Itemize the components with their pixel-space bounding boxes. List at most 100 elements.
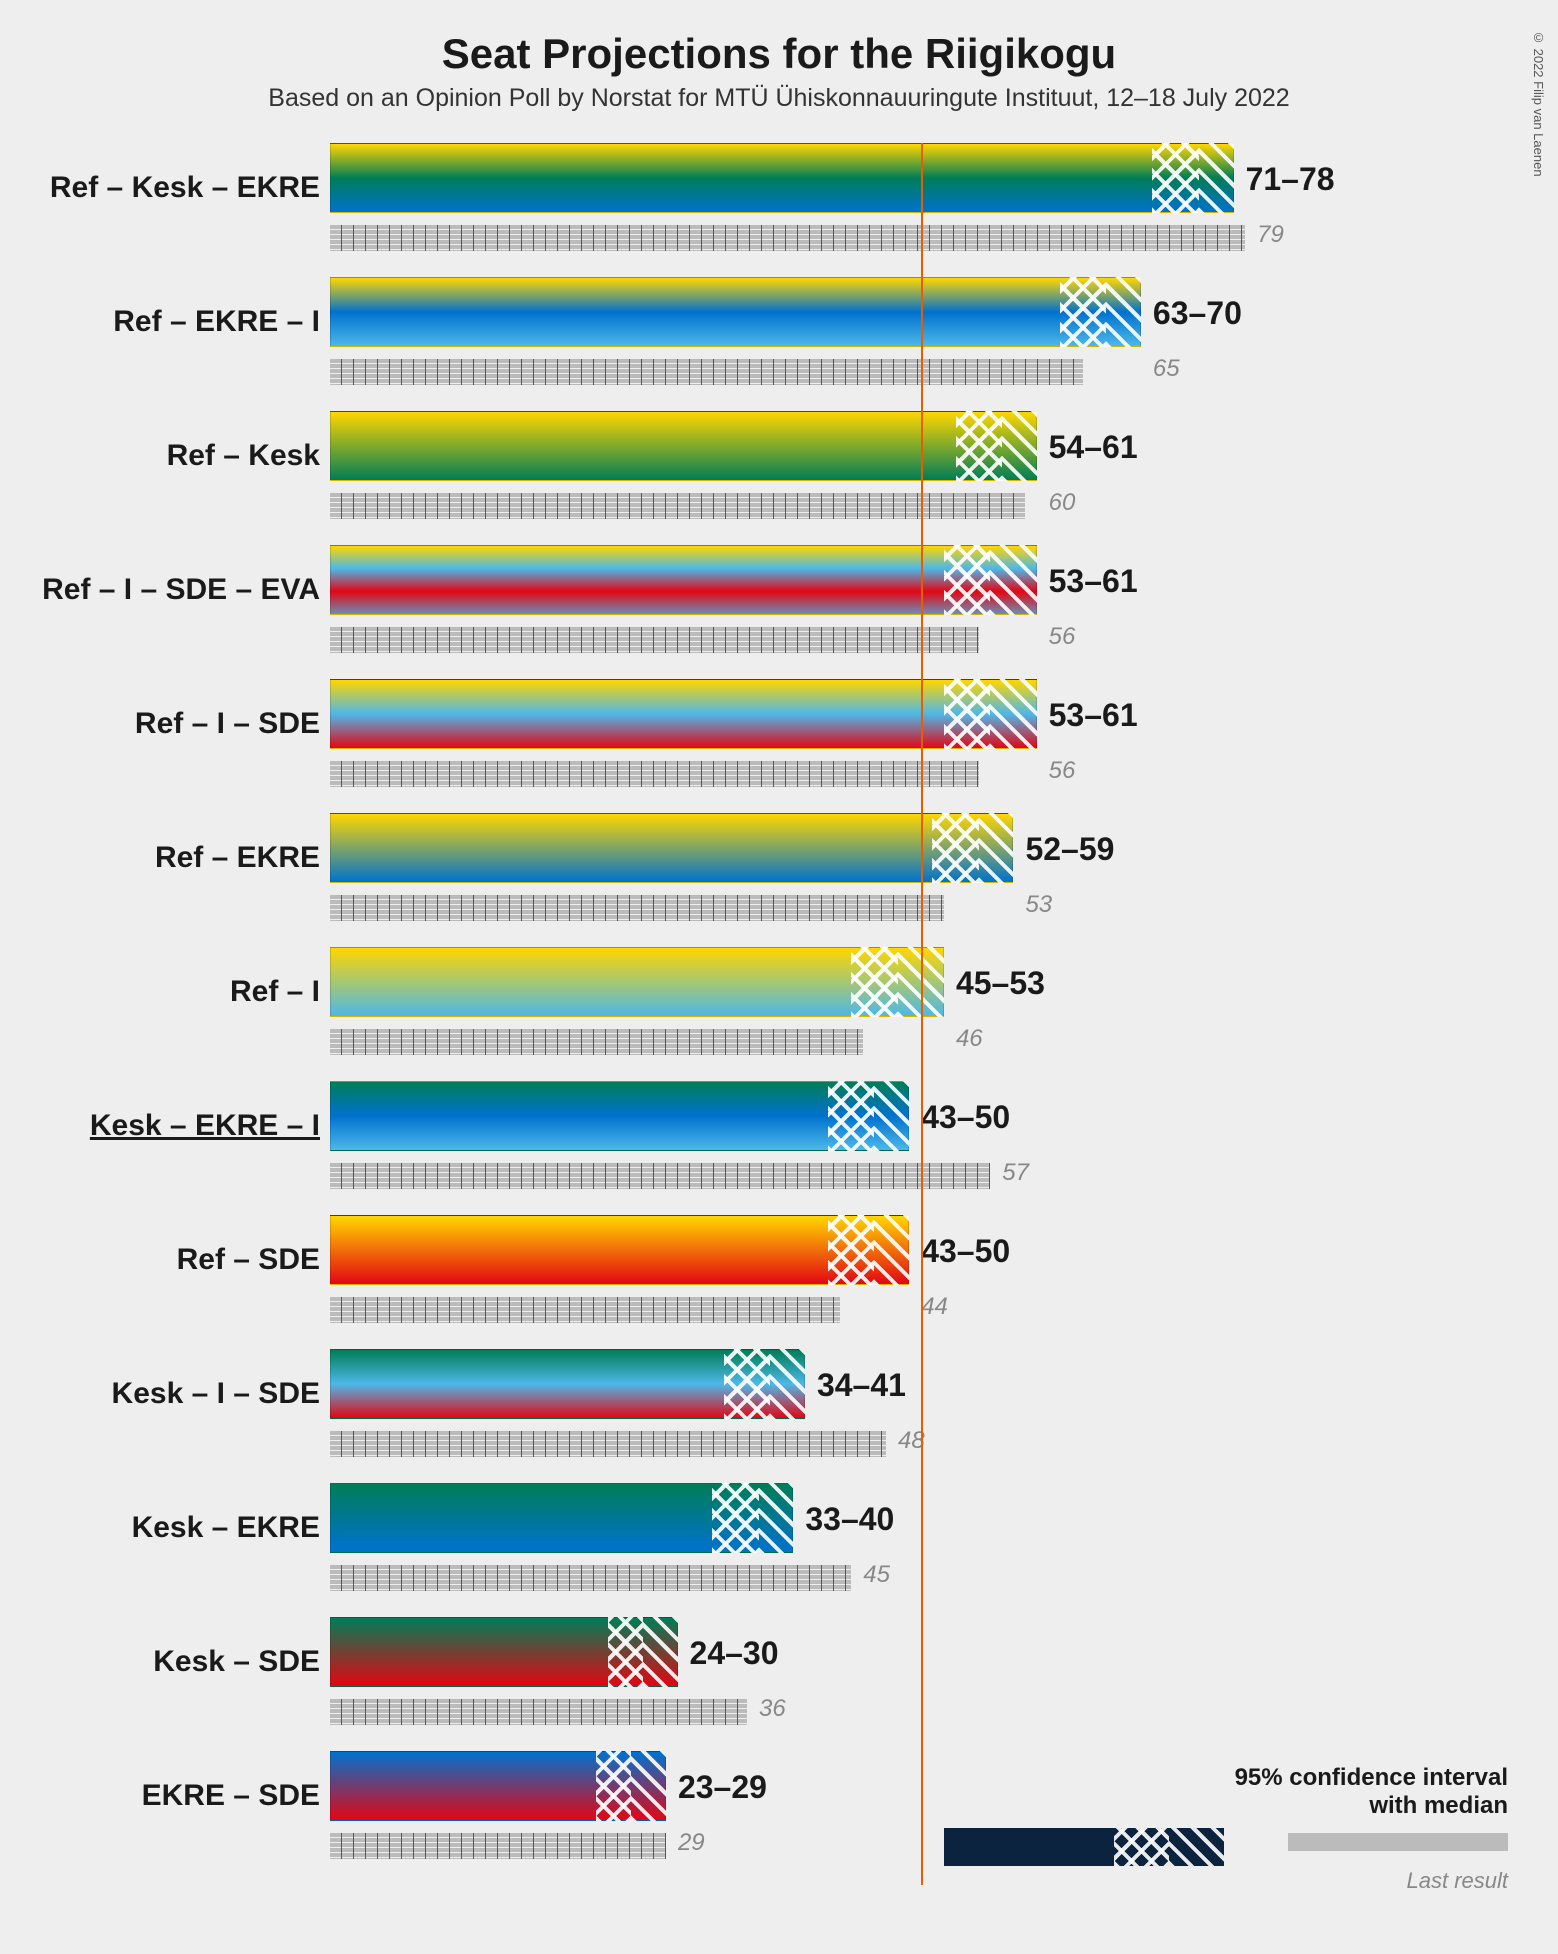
ci-lower-half <box>956 411 1002 481</box>
ci-lower-half <box>932 813 978 883</box>
range-label: 52–59 <box>1025 831 1114 868</box>
chart-subtitle: Based on an Opinion Poll by Norstat for … <box>40 84 1518 113</box>
confidence-interval <box>1060 277 1141 347</box>
coalition-row: Kesk – SDE24–3036 <box>330 1617 1500 1747</box>
range-label: 53–61 <box>1049 563 1138 600</box>
coalition-label: Ref – I <box>40 975 320 1009</box>
range-label: 24–30 <box>690 1635 779 1672</box>
last-result-bar <box>330 761 979 787</box>
coalition-row: Ref – SDE43–5044 <box>330 1215 1500 1345</box>
last-result-bar <box>330 1565 851 1591</box>
legend-ci-line1: 95% confidence interval <box>1235 1764 1508 1791</box>
coalition-label: Kesk – EKRE – I <box>40 1109 320 1143</box>
confidence-interval <box>724 1349 805 1419</box>
range-label: 43–50 <box>921 1233 1010 1270</box>
ci-lower-half <box>596 1751 631 1821</box>
last-result-label: 36 <box>759 1695 786 1723</box>
ci-lower-half <box>944 679 990 749</box>
confidence-interval <box>1152 143 1233 213</box>
ci-upper-half <box>990 679 1036 749</box>
last-result-bar <box>330 1297 840 1323</box>
coalition-row: Kesk – I – SDE34–4148 <box>330 1349 1500 1479</box>
last-result-label: 65 <box>1153 355 1180 383</box>
coalition-label: Ref – I – SDE <box>40 707 320 741</box>
ci-upper-half <box>759 1483 794 1553</box>
range-label: 23–29 <box>678 1769 767 1806</box>
range-label: 53–61 <box>1049 697 1138 734</box>
copyright-text: © 2022 Filip van Laenen <box>1531 30 1546 177</box>
legend-ci-overlay <box>1114 1828 1224 1866</box>
projection-bar <box>330 545 1037 615</box>
range-label: 63–70 <box>1153 295 1242 332</box>
legend-ci-left <box>1114 1828 1169 1866</box>
last-result-label: 57 <box>1002 1159 1029 1187</box>
ci-lower-half <box>828 1081 874 1151</box>
ci-lower-half <box>944 545 990 615</box>
coalition-row: Ref – I – SDE – EVA53–6156 <box>330 545 1500 675</box>
last-result-label: 79 <box>1257 221 1284 249</box>
last-result-bar <box>330 1163 990 1189</box>
projection-bar <box>330 411 1037 481</box>
legend-ci-label: 95% confidence interval with median <box>944 1764 1508 1822</box>
coalition-label: Ref – Kesk – EKRE <box>40 171 320 205</box>
range-label: 54–61 <box>1049 429 1138 466</box>
last-result-bar <box>330 1699 747 1725</box>
last-result-label: 44 <box>921 1293 948 1321</box>
projection-bar <box>330 143 1234 213</box>
last-result-bar <box>330 225 1245 251</box>
ci-lower-half <box>724 1349 770 1419</box>
coalition-row: Ref – Kesk – EKRE71–7879 <box>330 143 1500 273</box>
coalition-row: Kesk – EKRE33–4045 <box>330 1483 1500 1613</box>
legend: 95% confidence interval with median Last… <box>944 1764 1508 1894</box>
last-result-bar <box>330 627 979 653</box>
confidence-interval <box>828 1215 909 1285</box>
coalition-label: Kesk – SDE <box>40 1645 320 1679</box>
ci-upper-half <box>643 1617 678 1687</box>
range-label: 33–40 <box>805 1501 894 1538</box>
confidence-interval <box>944 679 1037 749</box>
coalition-label: EKRE – SDE <box>40 1779 320 1813</box>
last-result-label: 53 <box>1025 891 1052 919</box>
range-label: 71–78 <box>1246 161 1335 198</box>
legend-last-label: Last result <box>944 1868 1508 1894</box>
coalition-label: Kesk – EKRE <box>40 1511 320 1545</box>
ci-upper-half <box>1106 277 1141 347</box>
ci-upper-half <box>990 545 1036 615</box>
last-result-bar <box>330 359 1083 385</box>
coalition-label: Ref – Kesk <box>40 439 320 473</box>
chart-area: Ref – Kesk – EKRE71–7879Ref – EKRE – I63… <box>330 143 1500 1881</box>
ci-upper-half <box>874 1215 909 1285</box>
coalition-label: Ref – EKRE <box>40 841 320 875</box>
last-result-bar <box>330 895 944 921</box>
legend-bar <box>944 1828 1224 1866</box>
coalition-label: Ref – I – SDE – EVA <box>40 573 320 607</box>
coalition-row: Ref – I – SDE53–6156 <box>330 679 1500 809</box>
confidence-interval <box>944 545 1037 615</box>
confidence-interval <box>596 1751 666 1821</box>
last-result-bar <box>330 1833 666 1859</box>
ci-lower-half <box>1152 143 1198 213</box>
coalition-row: Ref – I45–5346 <box>330 947 1500 1077</box>
legend-last-bar <box>1288 1833 1508 1851</box>
coalition-label: Ref – EKRE – I <box>40 305 320 339</box>
projection-bar <box>330 679 1037 749</box>
last-result-label: 46 <box>956 1025 983 1053</box>
coalition-row: Ref – EKRE52–5953 <box>330 813 1500 943</box>
ci-upper-half <box>1002 411 1037 481</box>
range-label: 45–53 <box>956 965 1045 1002</box>
coalition-row: Ref – Kesk54–6160 <box>330 411 1500 541</box>
confidence-interval <box>851 947 944 1017</box>
confidence-interval <box>828 1081 909 1151</box>
last-result-bar <box>330 1029 863 1055</box>
coalition-label: Kesk – I – SDE <box>40 1377 320 1411</box>
confidence-interval <box>712 1483 793 1553</box>
last-result-label: 56 <box>1049 757 1076 785</box>
ci-lower-half <box>828 1215 874 1285</box>
last-result-label: 60 <box>1049 489 1076 517</box>
confidence-interval <box>956 411 1037 481</box>
coalition-label: Ref – SDE <box>40 1243 320 1277</box>
last-result-bar <box>330 1431 886 1457</box>
coalition-row: Ref – EKRE – I63–7065 <box>330 277 1500 407</box>
ci-upper-half <box>1199 143 1234 213</box>
ci-upper-half <box>770 1349 805 1419</box>
